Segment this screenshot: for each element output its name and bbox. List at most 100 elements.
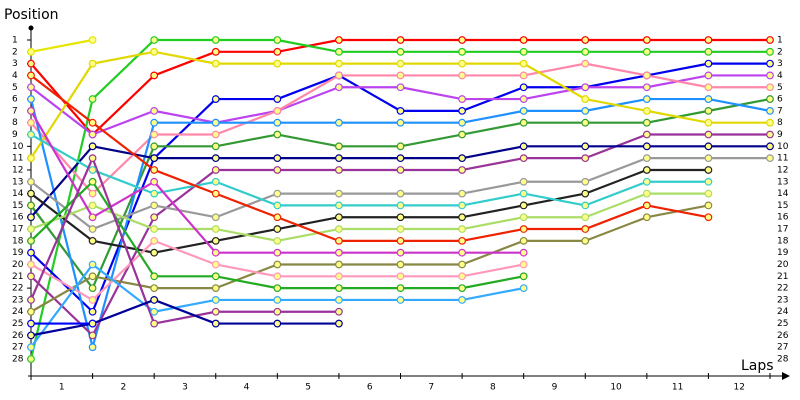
point [211, 130, 220, 139]
point [519, 225, 528, 233]
point [88, 331, 97, 340]
x-tick-label: 9 [552, 383, 558, 393]
point [335, 47, 343, 56]
point [88, 296, 97, 304]
point [88, 319, 97, 328]
point [581, 177, 590, 186]
point [335, 284, 343, 293]
point [766, 83, 774, 92]
point [150, 201, 159, 210]
point [335, 236, 343, 245]
y-tick-label-right: 17 [777, 225, 788, 235]
point [519, 71, 528, 80]
point [88, 177, 97, 186]
y-tick-label: 25 [12, 319, 23, 329]
point [396, 248, 405, 257]
point [150, 166, 159, 174]
point [458, 130, 466, 139]
point [335, 307, 343, 316]
point [519, 236, 528, 245]
point [211, 307, 220, 316]
point [396, 59, 405, 68]
point [150, 71, 159, 80]
point [273, 106, 282, 115]
y-tick-label: 16 [12, 213, 24, 223]
point [396, 118, 405, 127]
y-tick-label: 6 [12, 95, 18, 105]
point [581, 142, 590, 151]
point [273, 319, 282, 328]
y-tick-label: 15 [12, 201, 23, 211]
point [642, 83, 651, 92]
point [211, 189, 220, 198]
point [273, 307, 282, 316]
point [211, 296, 220, 304]
point [211, 213, 220, 222]
y-tick-label-right: 23 [777, 295, 788, 305]
point [273, 213, 282, 222]
point [396, 213, 405, 222]
y-tick-label-right: 3 [777, 59, 783, 69]
point [335, 189, 343, 198]
y-tick-label: 2 [12, 47, 18, 57]
point [27, 59, 35, 68]
point [88, 236, 97, 245]
point [88, 260, 97, 269]
point [27, 130, 35, 139]
x-axis-arrow [782, 372, 790, 380]
point [88, 201, 97, 210]
point [642, 189, 651, 198]
point [335, 142, 343, 151]
point [27, 213, 35, 222]
point [27, 260, 35, 269]
point [581, 201, 590, 210]
x-tick-label: 12 [733, 383, 744, 393]
point [458, 248, 466, 257]
y-tick-label-right: 6 [777, 95, 783, 105]
point [150, 225, 159, 233]
point [581, 213, 590, 222]
y-tick-label-right: 27 [777, 343, 788, 353]
point [519, 260, 528, 269]
point [88, 36, 97, 44]
y-tick-label: 11 [12, 154, 23, 164]
y-tick-label: 12 [12, 165, 23, 175]
point [458, 71, 466, 80]
point [150, 236, 159, 245]
point [273, 284, 282, 293]
point [88, 142, 97, 151]
point [150, 213, 159, 222]
y-tick-label-right: 13 [777, 177, 788, 187]
y-tick-label: 17 [12, 225, 23, 235]
point [519, 177, 528, 186]
point [150, 248, 159, 257]
point [581, 95, 590, 103]
y-tick-label-right: 21 [777, 272, 788, 282]
y-tick-label: 7 [12, 106, 18, 116]
point [88, 225, 97, 233]
point [27, 71, 35, 80]
point [273, 95, 282, 103]
series-line [30, 133, 709, 207]
point [273, 248, 282, 257]
point [396, 83, 405, 92]
y-tick-label: 22 [12, 284, 23, 294]
point [396, 225, 405, 233]
y-tick-label-right: 14 [777, 189, 789, 199]
point [642, 154, 651, 163]
point [335, 225, 343, 233]
point [211, 272, 220, 281]
y-tick-label-right: 10 [777, 142, 789, 152]
point [88, 130, 97, 139]
point [704, 166, 713, 174]
point [27, 296, 35, 304]
point [335, 319, 343, 328]
point [335, 201, 343, 210]
point [458, 284, 466, 293]
point [704, 130, 713, 139]
point [704, 36, 713, 44]
point [211, 95, 220, 103]
point [273, 118, 282, 127]
point [27, 331, 35, 340]
point [642, 36, 651, 44]
